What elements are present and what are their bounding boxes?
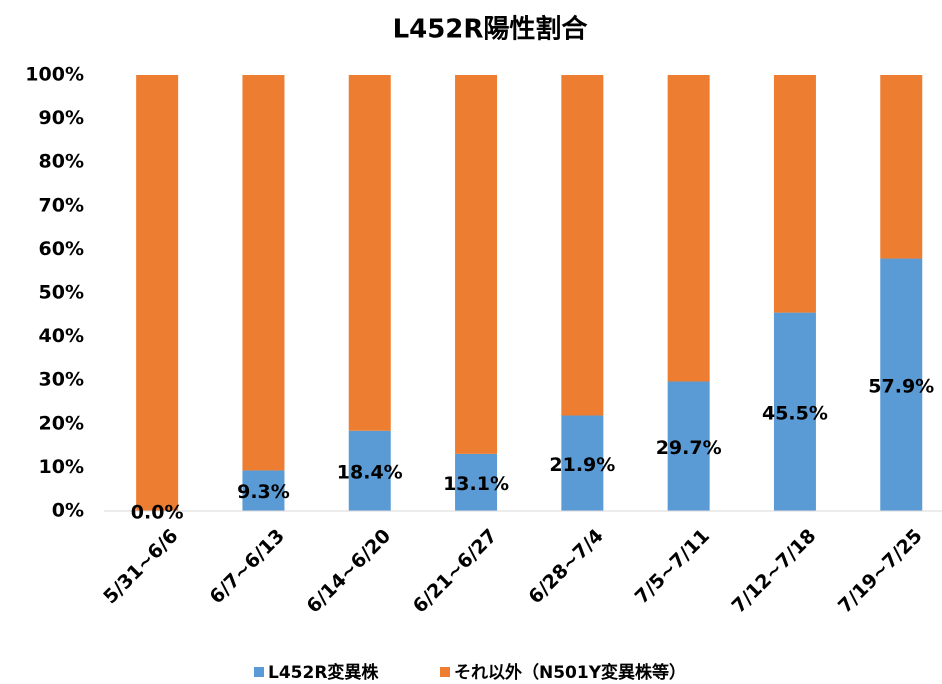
data-label: 13.1%	[443, 473, 509, 495]
x-tick-label: 6/7~6/13	[206, 525, 289, 608]
y-tick-label: 50%	[39, 282, 84, 304]
bar-segment	[455, 75, 498, 454]
data-label: 29.7%	[656, 437, 722, 459]
y-tick-label: 0%	[52, 500, 84, 522]
bar-segment	[348, 430, 391, 511]
y-tick-label: 100%	[25, 64, 84, 86]
bar-segment	[561, 415, 604, 511]
bar-segment	[667, 381, 710, 511]
bar-segment	[455, 453, 498, 511]
bar-segment	[242, 75, 285, 471]
x-tick-label: 5/31~6/6	[99, 525, 182, 608]
x-tick-label: 7/19~7/25	[834, 525, 927, 618]
bar-segment	[773, 75, 816, 313]
chart-title: L452R陽性割合	[393, 14, 589, 45]
legend-label: それ以外（N501Y変異株等）	[454, 662, 686, 683]
data-label: 45.5%	[762, 402, 828, 424]
data-label: 57.9%	[868, 375, 934, 397]
bar-segment	[561, 75, 604, 416]
x-tick-label: 7/12~7/18	[728, 525, 821, 618]
y-tick-label: 40%	[39, 325, 84, 347]
y-tick-label: 80%	[39, 151, 84, 173]
y-tick-label: 30%	[39, 369, 84, 391]
x-tick-label: 7/5~7/11	[631, 525, 714, 608]
data-label: 18.4%	[337, 461, 403, 483]
legend-swatch	[254, 667, 264, 677]
bar-segment	[773, 312, 816, 511]
data-label: 0.0%	[131, 502, 184, 524]
y-tick-label: 10%	[39, 456, 84, 478]
bar-segment	[136, 75, 179, 511]
data-label: 21.9%	[549, 454, 615, 476]
legend-label: L452R変異株	[268, 662, 379, 683]
y-tick-label: 90%	[39, 107, 84, 129]
x-tick-label: 6/14~6/20	[302, 525, 395, 618]
bar-segment	[880, 75, 923, 259]
y-tick-label: 70%	[39, 194, 84, 216]
y-tick-label: 60%	[39, 238, 84, 260]
x-tick-label: 6/28~7/4	[524, 525, 607, 608]
bar-segment	[880, 258, 923, 511]
x-tick-label: 6/21~6/27	[409, 525, 502, 618]
bar-segment	[348, 75, 391, 431]
legend-swatch	[440, 667, 450, 677]
data-label: 9.3%	[237, 481, 290, 503]
y-tick-label: 20%	[39, 412, 84, 434]
bar-segment	[242, 470, 285, 511]
bar-segment	[667, 75, 710, 382]
